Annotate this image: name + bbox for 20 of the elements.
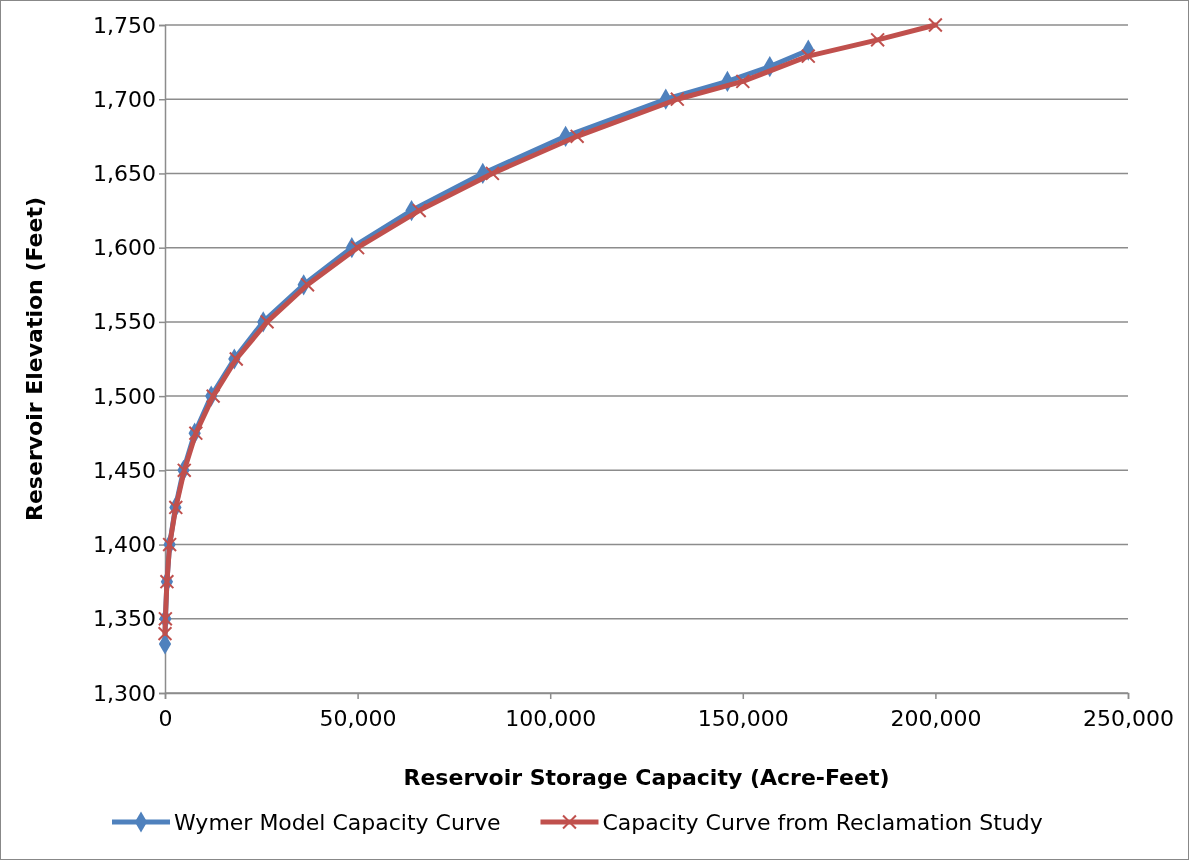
y-axis-title: Reservoir Elevation (Feet) [22,196,47,522]
x-tick-label: 150,000 [697,706,789,732]
legend-label: Capacity Curve from Reclamation Study [602,810,1043,835]
y-tick-label: 1,550 [93,309,156,335]
y-tick-label: 1,600 [93,235,156,261]
y-tick-label: 1,650 [93,160,156,186]
x-tick-label: 250,000 [1083,706,1174,732]
x-axis-title: Reservoir Storage Capacity (Acre-Feet) [403,765,890,790]
x-tick-label: 50,000 [319,706,397,732]
y-tick-label: 1,750 [93,12,156,38]
y-tick-label: 1,700 [93,86,156,112]
legend-label: Wymer Model Capacity Curve [174,810,501,835]
x-tick-label: 100,000 [505,706,597,732]
y-tick-label: 1,400 [93,532,156,558]
x-tick-label: 200,000 [890,706,982,732]
x-tick-label: 0 [158,706,173,732]
y-tick-label: 1,300 [93,680,156,706]
y-tick-label: 1,350 [93,606,156,632]
y-tick-label: 1,500 [93,383,156,409]
y-tick-label: 1,450 [93,457,156,483]
